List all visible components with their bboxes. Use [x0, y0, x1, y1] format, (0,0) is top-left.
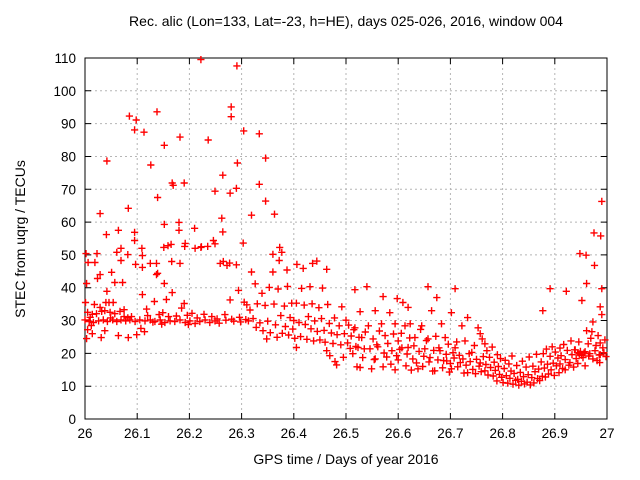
x-tick-label: 26.2	[176, 426, 202, 441]
y-tick-label: 0	[68, 412, 76, 427]
x-tick-label: 26.4	[281, 426, 308, 441]
y-tick-label: 30	[61, 314, 76, 329]
y-tick-label: 50	[61, 248, 76, 263]
x-tick-label: 26.3	[228, 426, 254, 441]
data-points	[81, 56, 610, 389]
x-axis-label: GPS time / Days of year 2016	[253, 451, 439, 467]
x-tick-label: 26.6	[385, 426, 411, 441]
y-tick-label: 110	[54, 51, 76, 66]
x-tick-label: 26.1	[124, 426, 150, 441]
y-tick-label: 40	[61, 281, 76, 296]
grid-lines	[85, 58, 607, 419]
y-tick-label: 10	[61, 379, 76, 394]
x-tick-label: 26.9	[542, 426, 568, 441]
y-tick-label: 20	[61, 346, 76, 361]
x-tick-label: 27	[599, 426, 614, 441]
x-tick-label: 26.7	[437, 426, 463, 441]
plot-border	[84, 57, 608, 420]
y-tick-label: 70	[61, 182, 76, 197]
y-tick-label: 100	[53, 84, 76, 99]
x-tick-label: 26.8	[489, 426, 515, 441]
x-tick-label: 26	[77, 426, 92, 441]
x-tick-label: 26.5	[333, 426, 359, 441]
y-tick-label: 60	[61, 215, 76, 230]
chart-title: Rec. alic (Lon=133, Lat=-23, h=HE), days…	[129, 13, 563, 29]
y-tick-label: 80	[61, 150, 76, 165]
y-tick-label: 90	[61, 117, 76, 132]
